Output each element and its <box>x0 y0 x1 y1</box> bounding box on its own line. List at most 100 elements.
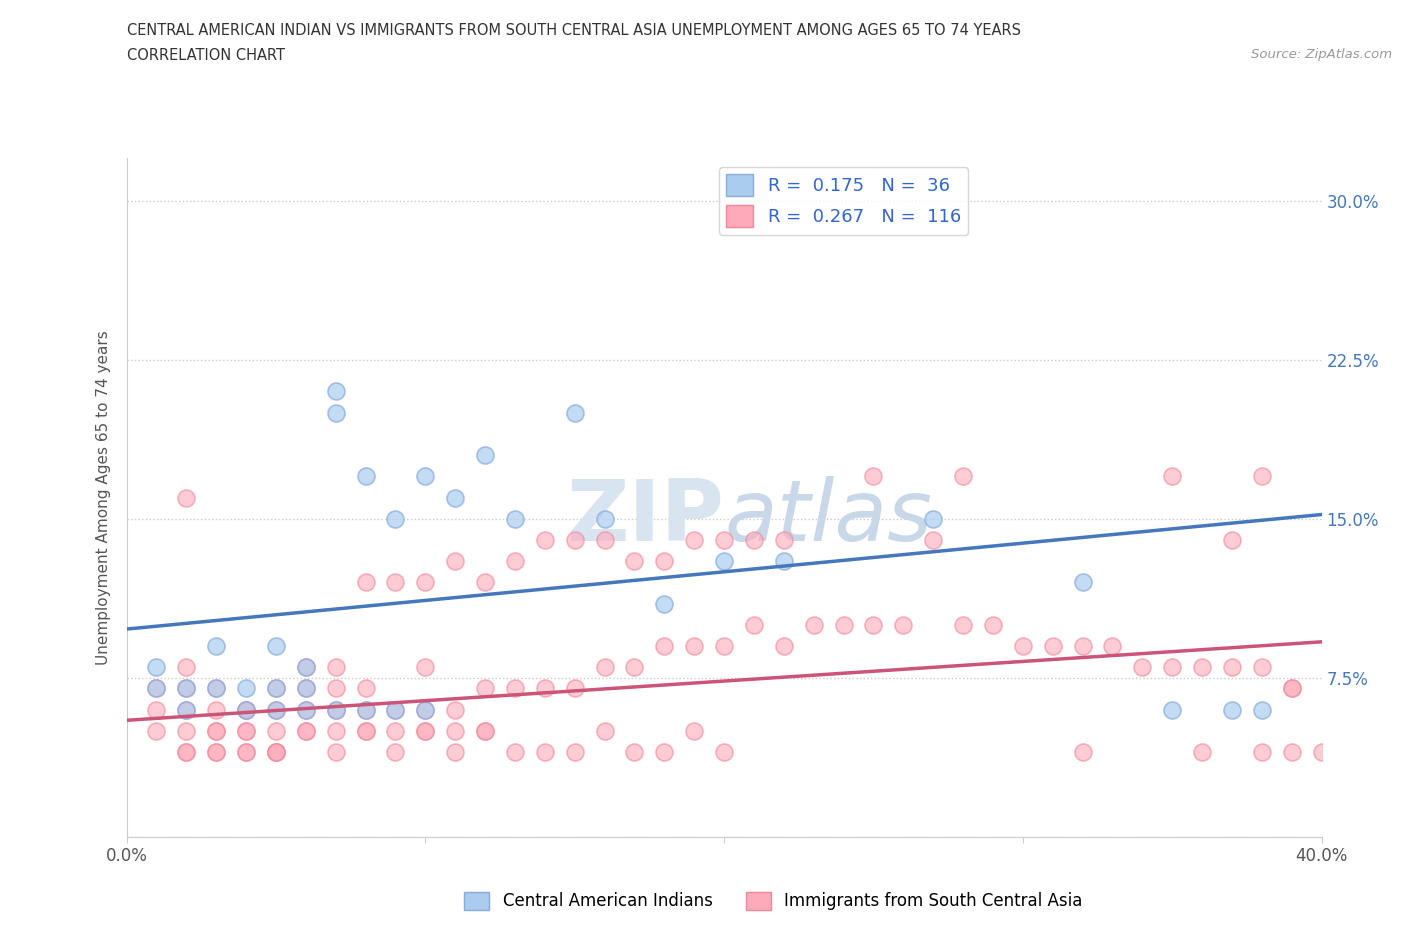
Point <box>503 553 526 568</box>
Point <box>354 724 377 738</box>
Point <box>384 745 406 760</box>
Point <box>1220 660 1243 675</box>
Point <box>593 533 616 548</box>
Point <box>294 724 316 738</box>
Point <box>1281 681 1303 696</box>
Point <box>444 553 467 568</box>
Point <box>1191 745 1213 760</box>
Point <box>1251 660 1274 675</box>
Point <box>325 702 347 717</box>
Point <box>264 702 287 717</box>
Legend: Central American Indians, Immigrants from South Central Asia: Central American Indians, Immigrants fro… <box>457 885 1090 917</box>
Point <box>623 660 645 675</box>
Point <box>325 384 347 399</box>
Point <box>145 702 167 717</box>
Point <box>264 745 287 760</box>
Point <box>444 745 467 760</box>
Point <box>145 681 167 696</box>
Point <box>235 702 257 717</box>
Point <box>384 512 406 526</box>
Point <box>713 533 735 548</box>
Point <box>415 702 437 717</box>
Point <box>354 702 377 717</box>
Point <box>205 724 228 738</box>
Point <box>354 681 377 696</box>
Text: Source: ZipAtlas.com: Source: ZipAtlas.com <box>1251 48 1392 61</box>
Point <box>742 533 765 548</box>
Point <box>1281 681 1303 696</box>
Point <box>1220 702 1243 717</box>
Legend: R =  0.175   N =  36, R =  0.267   N =  116: R = 0.175 N = 36, R = 0.267 N = 116 <box>718 167 969 234</box>
Point <box>235 745 257 760</box>
Point <box>1161 469 1184 484</box>
Point <box>922 533 945 548</box>
Point <box>415 575 437 590</box>
Point <box>1251 702 1274 717</box>
Text: ZIP: ZIP <box>567 476 724 560</box>
Point <box>564 405 586 420</box>
Point <box>264 639 287 654</box>
Point <box>652 745 675 760</box>
Point <box>981 618 1004 632</box>
Point <box>862 618 884 632</box>
Point <box>593 512 616 526</box>
Point <box>503 745 526 760</box>
Point <box>415 724 437 738</box>
Point <box>205 681 228 696</box>
Point <box>354 702 377 717</box>
Point <box>1161 702 1184 717</box>
Point <box>235 724 257 738</box>
Point <box>474 724 496 738</box>
Point <box>205 702 228 717</box>
Point <box>174 702 197 717</box>
Point <box>174 745 197 760</box>
Point <box>174 681 197 696</box>
Point <box>325 660 347 675</box>
Point <box>1130 660 1153 675</box>
Point <box>384 724 406 738</box>
Point <box>205 724 228 738</box>
Point <box>1011 639 1033 654</box>
Point <box>174 660 197 675</box>
Point <box>474 681 496 696</box>
Point <box>652 596 675 611</box>
Point <box>264 702 287 717</box>
Point <box>294 660 316 675</box>
Point <box>1071 639 1094 654</box>
Point <box>205 745 228 760</box>
Point <box>862 469 884 484</box>
Point <box>205 639 228 654</box>
Point <box>713 745 735 760</box>
Point <box>294 702 316 717</box>
Text: CENTRAL AMERICAN INDIAN VS IMMIGRANTS FROM SOUTH CENTRAL ASIA UNEMPLOYMENT AMONG: CENTRAL AMERICAN INDIAN VS IMMIGRANTS FR… <box>127 23 1021 38</box>
Point <box>474 447 496 462</box>
Point <box>145 724 167 738</box>
Point <box>354 575 377 590</box>
Point <box>174 745 197 760</box>
Point <box>773 553 796 568</box>
Point <box>415 724 437 738</box>
Point <box>235 681 257 696</box>
Point <box>534 681 557 696</box>
Point <box>1251 469 1274 484</box>
Point <box>893 618 915 632</box>
Point <box>354 724 377 738</box>
Point <box>415 660 437 675</box>
Point <box>264 724 287 738</box>
Point <box>294 724 316 738</box>
Point <box>325 745 347 760</box>
Point <box>354 469 377 484</box>
Point <box>503 681 526 696</box>
Point <box>235 702 257 717</box>
Point <box>415 702 437 717</box>
Point <box>174 702 197 717</box>
Point <box>713 553 735 568</box>
Point <box>294 660 316 675</box>
Point <box>534 533 557 548</box>
Point <box>235 745 257 760</box>
Point <box>415 469 437 484</box>
Point <box>1071 575 1094 590</box>
Point <box>474 575 496 590</box>
Point <box>623 553 645 568</box>
Point <box>384 702 406 717</box>
